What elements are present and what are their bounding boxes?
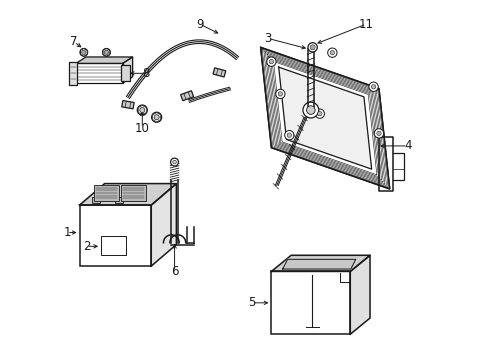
Text: 2: 2 [83, 240, 90, 253]
Circle shape [151, 112, 162, 122]
Circle shape [172, 160, 176, 164]
Polygon shape [271, 255, 369, 271]
Bar [80, 205, 151, 266]
Text: 8: 8 [142, 67, 149, 80]
Circle shape [307, 42, 317, 52]
Circle shape [104, 50, 108, 54]
Polygon shape [180, 91, 193, 101]
Polygon shape [151, 184, 176, 266]
Text: 1: 1 [63, 226, 71, 239]
Circle shape [309, 45, 314, 50]
Bar [101, 235, 126, 255]
Polygon shape [282, 259, 355, 269]
Circle shape [266, 57, 276, 66]
Polygon shape [122, 100, 134, 109]
Polygon shape [278, 67, 371, 169]
FancyBboxPatch shape [121, 185, 146, 201]
Bar [76, 63, 122, 83]
Circle shape [137, 105, 147, 115]
Text: 11: 11 [358, 18, 373, 31]
Bar [92, 197, 100, 203]
Circle shape [368, 82, 378, 91]
Circle shape [371, 85, 375, 89]
Circle shape [329, 50, 334, 55]
Text: 6: 6 [170, 265, 178, 278]
Circle shape [80, 48, 88, 56]
Circle shape [170, 158, 178, 166]
Circle shape [102, 48, 110, 56]
Circle shape [81, 50, 86, 54]
Polygon shape [349, 255, 369, 334]
Circle shape [376, 131, 380, 135]
Text: 4: 4 [403, 139, 410, 152]
Circle shape [284, 131, 293, 140]
Polygon shape [213, 68, 225, 77]
Circle shape [278, 92, 282, 96]
Circle shape [275, 89, 285, 99]
Circle shape [286, 133, 291, 137]
Bar [69, 62, 77, 85]
Circle shape [327, 48, 336, 57]
Bar [115, 197, 123, 203]
Circle shape [140, 108, 144, 113]
Circle shape [154, 115, 159, 120]
Polygon shape [260, 47, 389, 189]
Text: 10: 10 [135, 122, 149, 135]
Polygon shape [80, 184, 176, 205]
Text: 5: 5 [247, 296, 255, 309]
Circle shape [373, 129, 383, 138]
Circle shape [314, 109, 324, 118]
Circle shape [317, 112, 321, 116]
Text: 9: 9 [196, 18, 203, 31]
Circle shape [303, 102, 318, 118]
FancyBboxPatch shape [94, 185, 119, 201]
Text: 3: 3 [264, 32, 271, 45]
Text: 7: 7 [70, 35, 78, 49]
Bar [271, 271, 349, 334]
Bar [121, 65, 129, 81]
Polygon shape [122, 57, 132, 83]
Polygon shape [76, 57, 132, 63]
Circle shape [269, 59, 273, 64]
Circle shape [306, 106, 314, 114]
